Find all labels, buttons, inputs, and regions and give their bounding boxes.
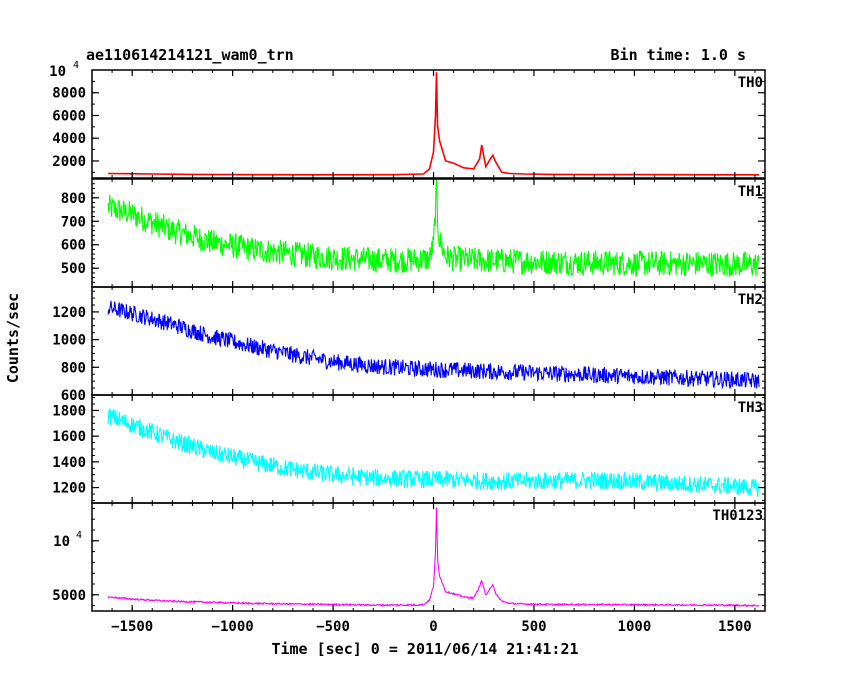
series-line-th1 [107, 178, 760, 278]
panel-frame-th0123 [91, 502, 766, 612]
panel-label-th0123: TH0123 [712, 508, 763, 524]
series-line-th0 [108, 72, 759, 176]
chart-title-right: Bin time: 1.0 s [611, 46, 746, 64]
y-tick-label: 800 [61, 360, 86, 376]
y-tick-label: 500 [61, 261, 86, 277]
y-tick-label: 800 [61, 191, 86, 207]
x-axis-label: Time [sec] 0 = 2011/06/14 21:41:21 [271, 640, 578, 658]
panel-frame-th1 [91, 178, 766, 288]
x-tick-label: 1000 [618, 619, 652, 635]
y-tick-label: 1200 [52, 481, 86, 497]
y-tick-label: 1400 [52, 455, 86, 471]
series-line-th2 [107, 300, 760, 390]
y-tick-label: 1800 [52, 403, 86, 419]
x-tick-label: −500 [316, 619, 350, 635]
y-tick-label: 2000 [52, 154, 86, 170]
y-exp-label-exponent: 4 [73, 60, 79, 71]
series-line-th0123 [107, 507, 760, 608]
x-tick-label: 0 [429, 619, 437, 635]
y-tick-label: 600 [61, 238, 86, 254]
y-exp-label: 10 [49, 64, 66, 80]
panel-label-th1: TH1 [738, 184, 763, 200]
x-tick-label: −1500 [111, 619, 153, 635]
y-tick-label: 4000 [52, 131, 86, 147]
panel-label-th3: TH3 [738, 400, 763, 416]
panel-label-th2: TH2 [738, 292, 763, 308]
y-tick-label: 1200 [52, 305, 86, 321]
series-line-th3 [107, 408, 759, 498]
x-tick-label: 1500 [718, 619, 752, 635]
x-tick-label: −1000 [212, 619, 254, 635]
y-tick-label: 600 [61, 388, 86, 404]
y-ten4-label-exponent: 4 [76, 530, 82, 541]
panel-frame-th0 [91, 69, 766, 179]
y-tick-label: 6000 [52, 108, 86, 124]
y-tick-label: 8000 [52, 86, 86, 102]
y-axis-label: Counts/sec [4, 293, 22, 383]
x-tick-label: 500 [521, 619, 546, 635]
y-tick-label: 5000 [52, 588, 86, 604]
y-tick-label: 1000 [52, 333, 86, 349]
y-tick-label: 700 [61, 214, 86, 230]
y-ten4-label: 10 [53, 534, 70, 550]
panel-label-th0: TH0 [738, 75, 763, 91]
y-tick-label: 1600 [52, 429, 86, 445]
chart-title-left: ae110614214121_wam0_trn [86, 46, 294, 64]
